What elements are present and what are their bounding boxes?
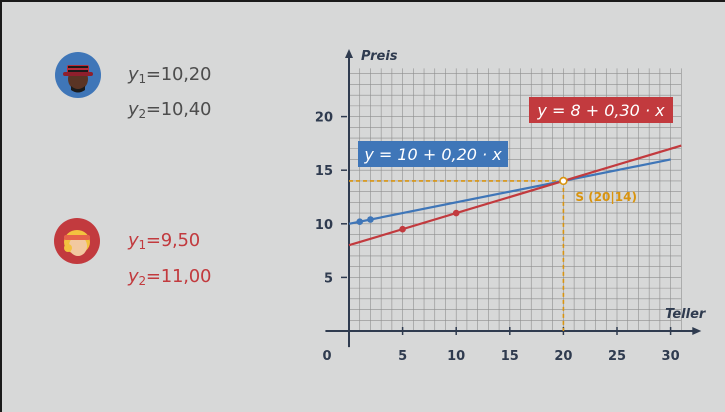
series-point	[399, 225, 406, 233]
intersection-point	[559, 176, 568, 186]
equation-y1-person1: y1=10,20	[128, 64, 212, 86]
y-tick-label: 15	[315, 164, 333, 179]
x-tick-label: 0	[322, 349, 331, 364]
y-tick-label: 5	[324, 271, 333, 286]
series-point	[452, 209, 460, 217]
intersection-label: S (20|14)	[575, 190, 637, 204]
x-axis-label: Teller	[665, 307, 707, 322]
x-tick-label: 10	[447, 349, 465, 364]
series-line	[348, 158, 671, 225]
equation-y2-person2: y2=11,00	[128, 266, 212, 288]
series-label: y = 10 + 0,20 · x	[363, 145, 502, 164]
x-axis-arrow	[692, 327, 702, 335]
series-label-box	[529, 97, 673, 123]
series-point	[356, 218, 364, 225]
man-with-hat-avatar	[55, 52, 101, 98]
equation-y1-person2: y1=9,50	[128, 230, 201, 252]
y-axis-arrow	[345, 49, 353, 58]
series-label-box	[358, 141, 508, 167]
x-tick-label: 5	[398, 349, 407, 364]
x-tick-label: 15	[501, 349, 519, 364]
x-tick-label: 30	[662, 349, 680, 364]
y-tick-label: 20	[315, 111, 333, 126]
x-tick-label: 25	[608, 349, 626, 364]
x-tick-label: 20	[554, 349, 572, 364]
woman-with-headband-avatar	[54, 218, 100, 264]
series-point	[367, 216, 374, 223]
series-label: y = 8 + 0,30 · x	[536, 101, 665, 120]
equation-y2-person1: y2=10,40	[128, 99, 212, 121]
y-tick-label: 10	[315, 218, 333, 233]
y-axis-label: Preis	[361, 49, 398, 64]
